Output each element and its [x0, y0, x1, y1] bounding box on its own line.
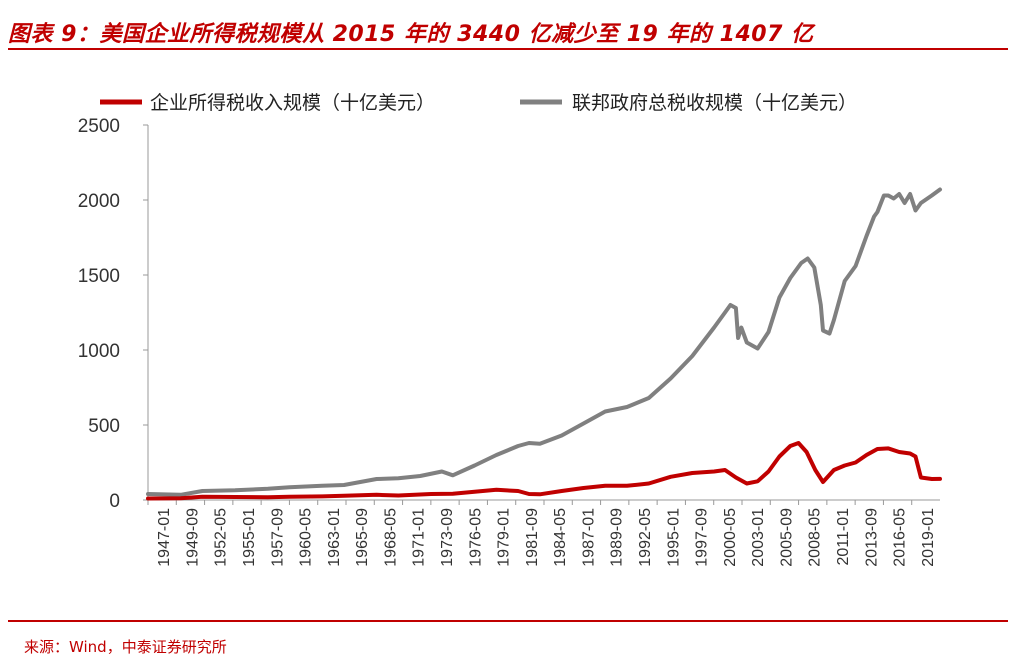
y-tick-label: 2000 — [78, 191, 120, 212]
x-tick-label: 1949-09 — [184, 508, 201, 567]
title-divider — [8, 48, 1008, 50]
x-tick-label: 1989-09 — [609, 508, 626, 567]
series-line-1 — [146, 441, 942, 501]
x-tick-label: 2000-05 — [722, 508, 739, 567]
x-tick-label: 1960-05 — [298, 508, 315, 567]
x-tick-label: 2016-05 — [892, 508, 909, 567]
legend-label-1: 企业所得税收入规模（十亿美元） — [150, 92, 435, 114]
y-tick-label: 500 — [88, 416, 120, 437]
series-line-2 — [146, 187, 942, 497]
x-tick-label: 1955-01 — [241, 508, 258, 567]
x-tick-label: 2008-05 — [807, 508, 824, 567]
x-tick-label: 1973-09 — [439, 508, 456, 567]
x-tick-label: 2005-09 — [778, 508, 795, 567]
axes: 0 500 1000 1500 2000 2500 1947-01 1949-09 1952-0… — [78, 116, 940, 567]
x-tick-label: 1952-05 — [213, 508, 230, 567]
y-tick-label: 0 — [109, 491, 120, 512]
x-tick-label: 1976-05 — [467, 508, 484, 567]
x-tick-label: 2019-01 — [920, 508, 937, 567]
x-tick-label: 1947-01 — [156, 508, 173, 567]
x-tick-label: 1957-09 — [269, 508, 286, 567]
y-tick-label: 2500 — [78, 116, 120, 137]
y-tick-label: 1000 — [78, 341, 120, 362]
x-tick-label: 1979-01 — [496, 508, 513, 567]
x-tick-label: 1971-01 — [411, 508, 428, 567]
x-tick-label: 1963-01 — [326, 508, 343, 567]
x-tick-label: 1965-09 — [354, 508, 371, 567]
source-note: 来源：Wind，中泰证券研究所 — [24, 638, 227, 656]
chart-title: 图表 9：美国企业所得税规模从 2015 年的 3440 亿减少至 19 年的 … — [8, 22, 814, 47]
x-tick-label: 1984-05 — [552, 508, 569, 567]
x-tick-label: 2003-01 — [750, 508, 767, 567]
x-tick-label: 1995-01 — [665, 508, 682, 567]
x-tick-label: 1968-05 — [382, 508, 399, 567]
x-tick-label: 1997-09 — [694, 508, 711, 567]
x-tick-label: 1992-05 — [637, 508, 654, 567]
legend-label-2: 联邦政府总税收规模（十亿美元） — [572, 92, 857, 114]
x-tick-label: 1987-01 — [580, 508, 597, 567]
x-tick-label: 2011-01 — [835, 508, 852, 566]
y-tick-label: 1500 — [78, 266, 120, 287]
source-divider — [8, 620, 1008, 622]
x-tick-label: 2013-09 — [863, 508, 880, 567]
legend: 企业所得税收入规模（十亿美元） 联邦政府总税收规模（十亿美元） — [100, 92, 857, 114]
x-tick-label: 1981-09 — [524, 508, 541, 567]
series-layer — [146, 187, 942, 501]
